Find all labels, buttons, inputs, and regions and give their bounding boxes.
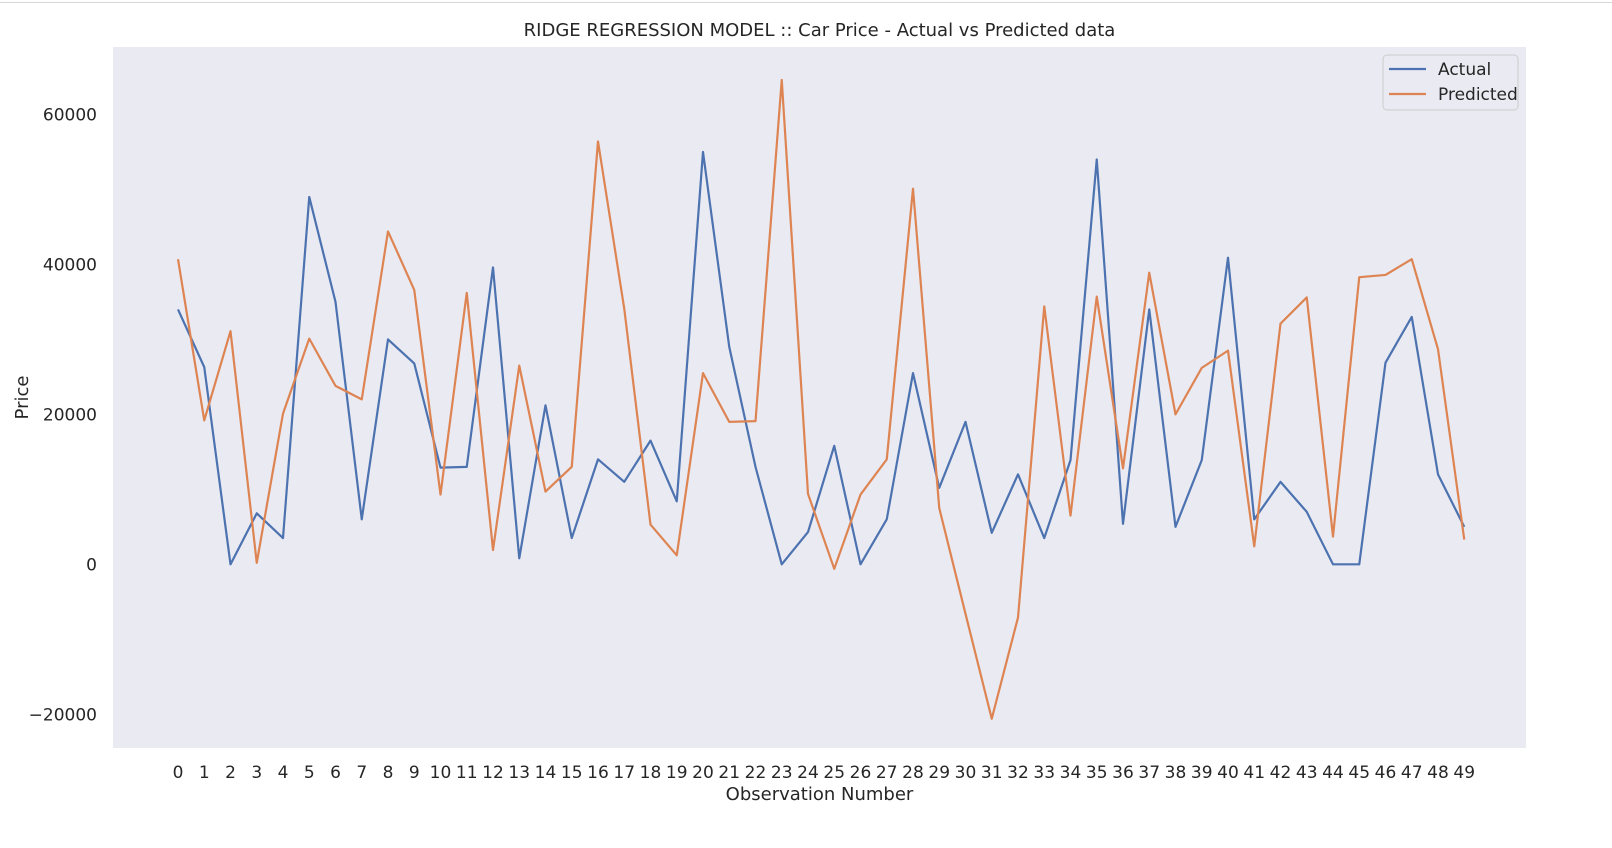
x-tick-label: 35 (1086, 763, 1108, 783)
x-tick-label: 1 (199, 763, 210, 783)
x-tick-label: 20 (692, 763, 714, 783)
x-tick-label: 34 (1060, 763, 1082, 783)
x-tick-label: 27 (876, 763, 898, 783)
x-tick-label: 21 (718, 763, 740, 783)
legend: Actual Predicted (1382, 54, 1519, 111)
x-tick-label: 19 (666, 763, 688, 783)
x-tick-label: 17 (613, 763, 635, 783)
x-tick-label: 38 (1165, 763, 1187, 783)
x-tick-label: 5 (304, 763, 315, 783)
x-tick-label: 41 (1243, 763, 1265, 783)
series-line-predicted (176, 78, 1466, 720)
x-tick-label: 24 (797, 763, 819, 783)
x-tick-label: 22 (745, 763, 767, 783)
y-tick-label: 60000 (43, 105, 97, 125)
x-tick-label: 29 (928, 763, 950, 783)
x-tick-label: 46 (1375, 763, 1397, 783)
x-tick-label: 4 (278, 763, 289, 783)
legend-label: Predicted (1438, 85, 1518, 105)
x-tick-label: 47 (1401, 763, 1423, 783)
x-axis-label: Observation Number (726, 784, 914, 805)
x-tick-label: 14 (535, 763, 557, 783)
x-tick-label: 39 (1191, 763, 1213, 783)
series-line-actual (176, 150, 1466, 566)
x-tick-label: 32 (1007, 763, 1029, 783)
y-axis-ticks: −20000 0 20000 40000 60000 (29, 105, 97, 725)
x-tick-label: 23 (771, 763, 793, 783)
x-tick-label: 15 (561, 763, 583, 783)
x-tick-label: 18 (640, 763, 662, 783)
y-tick-label: 0 (86, 555, 97, 575)
y-tick-label: −20000 (29, 705, 97, 725)
x-tick-label: 37 (1138, 763, 1160, 783)
x-tick-label: 45 (1348, 763, 1370, 783)
x-tick-label: 31 (981, 763, 1003, 783)
y-axis-label: Price (12, 376, 33, 420)
y-tick-label: 40000 (43, 255, 97, 275)
x-tick-label: 11 (456, 763, 478, 783)
x-tick-label: 3 (251, 763, 262, 783)
x-tick-label: 43 (1296, 763, 1318, 783)
top-divider (0, 2, 1612, 3)
x-tick-label: 8 (383, 763, 394, 783)
series-lines (176, 78, 1466, 720)
x-tick-label: 36 (1112, 763, 1134, 783)
x-tick-label: 12 (482, 763, 504, 783)
y-tick-label: 20000 (43, 405, 97, 425)
x-tick-label: 0 (173, 763, 184, 783)
x-tick-label: 25 (823, 763, 845, 783)
x-tick-label: 42 (1270, 763, 1292, 783)
x-tick-label: 9 (409, 763, 420, 783)
x-tick-label: 6 (330, 763, 341, 783)
x-axis-ticks: 0 1 2 3 4 5 6 7 8 9 10 11 12 13 14 15 16 17 18 19 20 21 22 23 24… (173, 763, 1475, 783)
x-tick-label: 30 (955, 763, 977, 783)
x-tick-label: 49 (1453, 763, 1475, 783)
x-tick-label: 16 (587, 763, 609, 783)
x-tick-label: 28 (902, 763, 924, 783)
plot-area (113, 47, 1526, 748)
x-tick-label: 33 (1033, 763, 1055, 783)
x-tick-label: 7 (356, 763, 367, 783)
x-tick-label: 44 (1322, 763, 1344, 783)
x-tick-label: 13 (508, 763, 530, 783)
x-tick-label: 48 (1427, 763, 1449, 783)
x-tick-label: 26 (850, 763, 872, 783)
x-tick-label: 2 (225, 763, 236, 783)
x-tick-label: 40 (1217, 763, 1239, 783)
x-tick-label: 10 (430, 763, 452, 783)
legend-label: Actual (1438, 60, 1491, 80)
chart-title: RIDGE REGRESSION MODEL :: Car Price - Ac… (524, 20, 1116, 41)
